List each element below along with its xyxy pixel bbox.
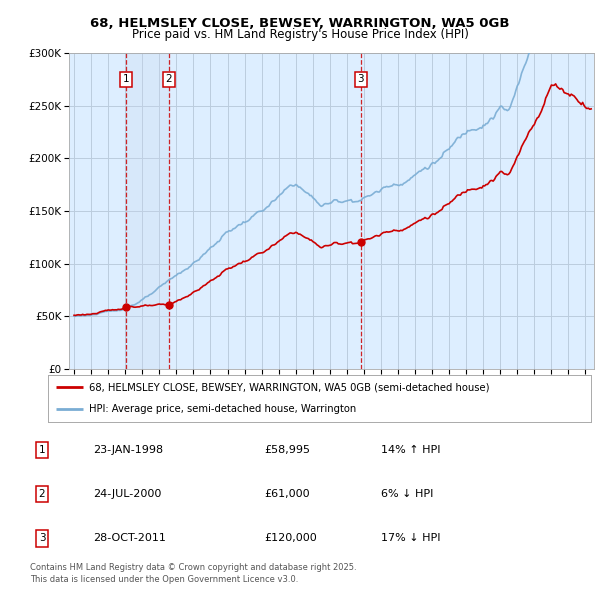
Text: 2: 2 xyxy=(166,74,172,84)
Text: 68, HELMSLEY CLOSE, BEWSEY, WARRINGTON, WA5 0GB: 68, HELMSLEY CLOSE, BEWSEY, WARRINGTON, … xyxy=(90,17,510,30)
Text: 23-JAN-1998: 23-JAN-1998 xyxy=(93,445,163,455)
Text: £120,000: £120,000 xyxy=(264,533,317,543)
Text: 6% ↓ HPI: 6% ↓ HPI xyxy=(381,489,433,499)
Text: £61,000: £61,000 xyxy=(264,489,310,499)
Text: 1: 1 xyxy=(123,74,130,84)
Text: 28-OCT-2011: 28-OCT-2011 xyxy=(93,533,166,543)
Text: Price paid vs. HM Land Registry's House Price Index (HPI): Price paid vs. HM Land Registry's House … xyxy=(131,28,469,41)
Text: 2: 2 xyxy=(38,489,46,499)
Text: 3: 3 xyxy=(38,533,46,543)
Text: 17% ↓ HPI: 17% ↓ HPI xyxy=(381,533,440,543)
Bar xyxy=(127,53,169,369)
Text: 24-JUL-2000: 24-JUL-2000 xyxy=(93,489,161,499)
Text: Contains HM Land Registry data © Crown copyright and database right 2025.
This d: Contains HM Land Registry data © Crown c… xyxy=(30,563,356,584)
Text: 3: 3 xyxy=(358,74,364,84)
Text: 14% ↑ HPI: 14% ↑ HPI xyxy=(381,445,440,455)
Text: £58,995: £58,995 xyxy=(264,445,310,455)
Text: 1: 1 xyxy=(38,445,46,455)
Text: 68, HELMSLEY CLOSE, BEWSEY, WARRINGTON, WA5 0GB (semi-detached house): 68, HELMSLEY CLOSE, BEWSEY, WARRINGTON, … xyxy=(89,382,489,392)
Text: HPI: Average price, semi-detached house, Warrington: HPI: Average price, semi-detached house,… xyxy=(89,404,356,414)
